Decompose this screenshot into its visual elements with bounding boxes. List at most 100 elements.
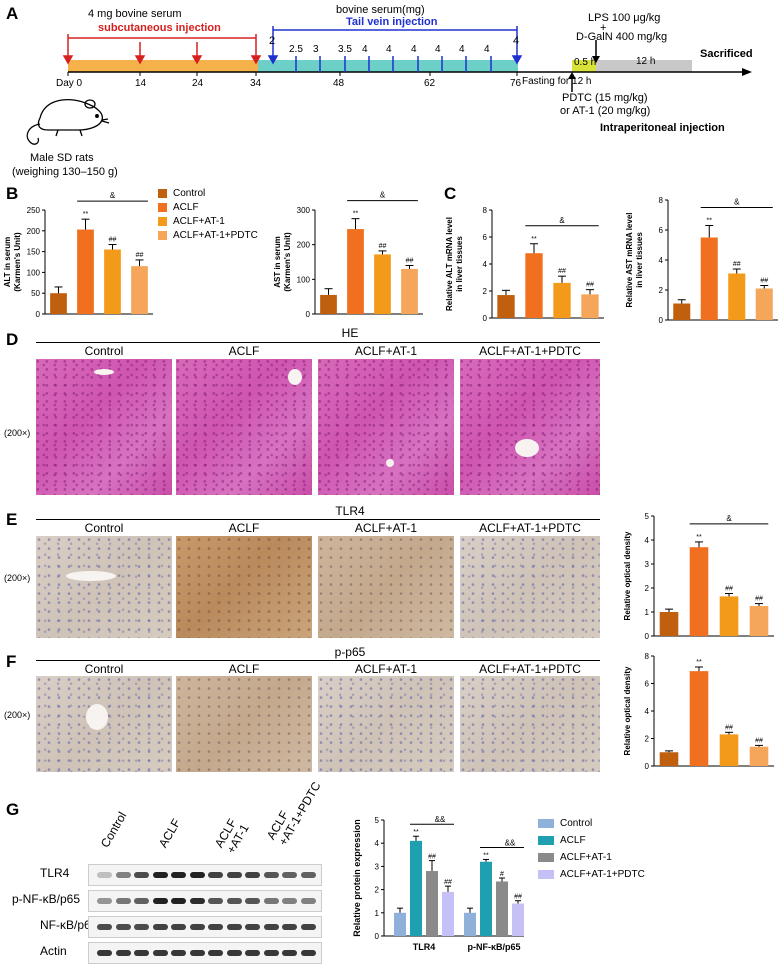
day-value: 76: [510, 78, 522, 89]
significance-mark: ##: [558, 268, 566, 275]
wb-band: [263, 872, 279, 878]
bar: [401, 268, 418, 314]
legend-b-item: ACLF+AT-1+PDTC: [158, 230, 258, 241]
tlr4-control-image: [36, 536, 172, 638]
bar: [659, 612, 679, 636]
bracket-mark: &&: [435, 815, 446, 824]
dose-value: 4: [435, 44, 441, 55]
wb-band: [115, 898, 131, 904]
significance-mark: **: [707, 218, 713, 225]
y-axis-label: ALT in serum: [3, 237, 12, 288]
pp65-control-image: [36, 676, 172, 772]
tailvein-title: bovine serum(mg): [336, 4, 425, 16]
wb-band: [282, 924, 297, 930]
day-value: 14: [135, 78, 147, 89]
alt-chart: 0 50 100 150 200 250 ALT in serum (Karmen's Uni…: [3, 191, 153, 319]
wb-band: [282, 950, 297, 956]
dose-value: 3.5: [338, 44, 352, 55]
wb-band: [245, 872, 260, 878]
wb-blot-strip: [88, 864, 322, 886]
wb-band: [300, 950, 316, 956]
mag-f: (200×): [4, 710, 31, 720]
y-axis-label: in liver tissues: [635, 232, 644, 288]
wb-band: [282, 898, 297, 904]
wb-band: [189, 898, 205, 904]
y-tick-label: 6: [645, 680, 650, 689]
wb-band: [115, 924, 131, 930]
bar: [426, 871, 438, 936]
significance-mark: ##: [428, 854, 436, 861]
legend-text: Control: [173, 188, 206, 199]
significance-mark: **: [696, 659, 702, 666]
dose-value: 4: [411, 44, 417, 55]
dose-value: 2.5: [289, 44, 303, 55]
group-header: ACLF+AT-1+PDTC: [479, 344, 581, 358]
bar: [131, 266, 148, 314]
bracket-mark: &: [734, 198, 740, 207]
group-header: Control: [84, 344, 124, 358]
y-axis-label: (Karmen's Unit): [13, 232, 22, 292]
bar: [480, 861, 492, 936]
dose-value: 4: [484, 44, 490, 55]
y-tick-label: 0: [36, 310, 41, 319]
wb-row-label: Actin: [40, 944, 67, 958]
group-header: ACLF+AT-1: [354, 662, 418, 676]
y-tick-label: 2: [375, 886, 380, 895]
wb-row-label: TLR4: [40, 866, 70, 880]
bar: [689, 671, 709, 766]
wb-band: [152, 924, 168, 930]
panel-label-f: F: [6, 652, 17, 671]
y-tick-label: 0: [483, 314, 488, 323]
significance-mark: **: [413, 829, 419, 836]
group-header: ACLF+AT-1: [354, 521, 418, 535]
y-axis-label: Relative optical density: [623, 531, 632, 620]
dose-value: 4: [386, 44, 392, 55]
y-tick-label: 3: [375, 862, 380, 871]
bar: [719, 596, 739, 636]
wb-band: [245, 898, 260, 904]
bar: [104, 249, 121, 314]
time-12h: 12 h: [636, 56, 656, 67]
bar: [77, 229, 94, 314]
y-axis-label: Relative protein expression: [352, 819, 362, 937]
significance-mark: **: [531, 236, 537, 243]
legend-swatch: [158, 202, 167, 212]
tlr4-pdtc-image: [460, 536, 600, 638]
he-stain-title: HE: [341, 326, 359, 340]
y-tick-label: 100: [297, 275, 311, 284]
wb-band: [152, 872, 168, 878]
wb-band: [152, 950, 168, 956]
bar: [525, 253, 543, 318]
group-header: ACLF+AT-1: [354, 344, 418, 358]
legend-text: ACLF: [173, 202, 199, 213]
significance-mark: ##: [379, 243, 387, 250]
legend-text: ACLF: [560, 835, 586, 846]
y-tick-label: 2: [645, 584, 650, 593]
wb-blot-strip: [88, 916, 322, 938]
wb-band: [263, 898, 279, 904]
time-05h: 0.5 h: [574, 57, 597, 68]
bar: [659, 752, 679, 766]
y-tick-label: 1: [645, 608, 650, 617]
bar: [553, 282, 571, 318]
y-tick-label: 0: [659, 316, 664, 325]
bar: [464, 912, 476, 936]
panel-label-a: A: [6, 4, 19, 23]
pp65-pdtc-image: [460, 676, 600, 772]
pp65-aclf-image: [176, 676, 312, 772]
y-tick-label: 4: [483, 260, 488, 269]
dose-start: 2: [269, 35, 276, 47]
group-header: ACLF: [228, 344, 260, 358]
wb-band: [282, 872, 297, 878]
legend-swatch: [538, 835, 554, 845]
wb-band: [226, 898, 242, 904]
y-tick-label: 100: [27, 268, 41, 277]
legend-swatch: [158, 216, 167, 226]
dose-value: 4: [459, 44, 465, 55]
rat-label-2: (weighing 130–150 g): [12, 166, 118, 178]
bar: [50, 293, 67, 314]
y-tick-label: 250: [27, 206, 41, 215]
y-tick-label: 0: [645, 762, 650, 771]
wb-band: [300, 924, 316, 930]
bar: [347, 229, 364, 314]
